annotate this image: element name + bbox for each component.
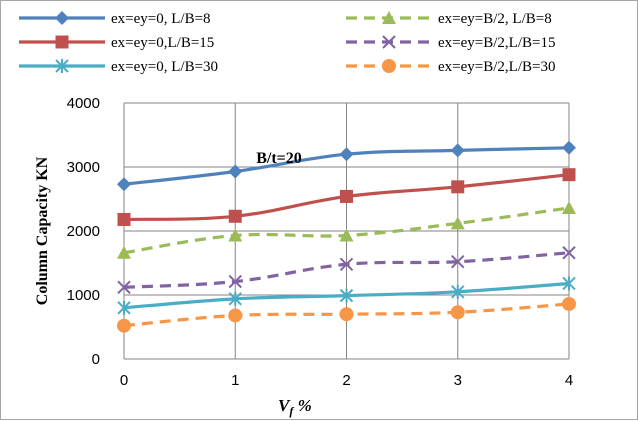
series-3-point-1: [228, 274, 242, 289]
x-tick-label-3: 3: [454, 372, 462, 389]
series-5-point-3: [450, 305, 465, 320]
series-1-point-1: [228, 228, 243, 242]
series-1-point-0: [117, 245, 131, 259]
legend-swatch-marker-5: [382, 59, 396, 73]
series-0-point-0: [117, 177, 131, 192]
x-tick-label-2: 2: [342, 372, 350, 389]
series-4-point-1: [228, 291, 242, 306]
series-4-point-0: [117, 300, 131, 315]
x-axis-label: Vf %: [278, 396, 312, 418]
legend-swatch-marker-0: [55, 11, 69, 25]
y-tick-label-0: 0: [92, 351, 100, 368]
series-0-point-4: [562, 140, 576, 155]
series-3-point-0-stroke-b: [117, 280, 131, 295]
legend-label-4: ex=ey=0, L/B=30: [111, 59, 218, 75]
legend-swatch-marker-3-stroke-b: [382, 35, 396, 49]
x-axis-label-subscript: f: [289, 404, 294, 418]
legend-label-0: ex=ey=0, L/B=8: [111, 11, 211, 27]
y-tick-labels: 0 1000 2000 3000 4000: [67, 95, 100, 368]
series-3-point-4: [562, 246, 576, 260]
y-tick-label-3: 3000: [67, 159, 100, 176]
series-2-point-0: [117, 212, 131, 226]
series-0-point-1: [228, 164, 243, 179]
x-tick-labels: 0 1 2 3 4: [120, 372, 573, 389]
series-5-point-4: [562, 296, 576, 311]
x-tick-label-4: 4: [565, 372, 573, 389]
series-2-point-3: [451, 180, 465, 194]
series-2-point-2: [340, 189, 353, 203]
series-4-point-2: [339, 288, 354, 303]
legend-label-2: ex=ey=0,L/B=15: [111, 35, 214, 51]
series-1-point-2: [339, 228, 354, 242]
series-4-point-4: [562, 276, 576, 291]
x-tick-label-1: 1: [231, 372, 239, 389]
series-3-point-0: [117, 280, 131, 295]
series-5-point-0: [117, 318, 131, 333]
legend-label-5: ex=ey=B/2,L/B=30: [438, 59, 555, 75]
x-axis-label-suffix: %: [293, 396, 311, 415]
series-5-point-1: [228, 308, 243, 323]
series-0-point-3: [450, 143, 465, 158]
series-3-point-2-stroke-b: [339, 257, 354, 271]
series-0-point-2: [339, 147, 354, 162]
legend-swatch-marker-2: [55, 35, 69, 49]
legend: ex=ey=0, L/B=8 ex=ey=B/2, L/B=8 ex=ey=0,L/…: [19, 11, 555, 75]
series-markers: [117, 140, 576, 333]
series-3-point-3-stroke-b: [451, 255, 465, 269]
y-tick-label-4: 4000: [67, 95, 100, 112]
y-tick-label-1: 1000: [67, 287, 100, 304]
series-3-point-2: [339, 257, 354, 271]
series-2-point-1: [228, 209, 242, 223]
series-3-point-1-stroke-b: [228, 274, 242, 289]
series-3-point-3: [451, 255, 465, 269]
series-2-point-4: [562, 168, 576, 182]
chart-annotation: B/t=20: [256, 150, 302, 167]
series-1-point-4: [562, 200, 576, 214]
legend-swatch-marker-4: [55, 59, 69, 73]
legend-label-1: ex=ey=B/2, L/B=8: [438, 11, 552, 27]
legend-label-3: ex=ey=B/2,L/B=15: [438, 35, 555, 51]
series-3-point-4-stroke-b: [562, 246, 576, 260]
series-5-point-2: [339, 307, 354, 322]
legend-swatch-marker-3: [382, 35, 396, 49]
series-4-point-3: [451, 284, 465, 299]
x-tick-label-0: 0: [120, 372, 128, 389]
y-axis-label: Column Capacity KN: [34, 156, 51, 305]
x-axis-label-main: V: [278, 396, 291, 415]
y-tick-label-2: 2000: [67, 223, 100, 240]
legend-swatch-marker-1: [382, 11, 396, 24]
series-1-point-3: [450, 216, 465, 230]
